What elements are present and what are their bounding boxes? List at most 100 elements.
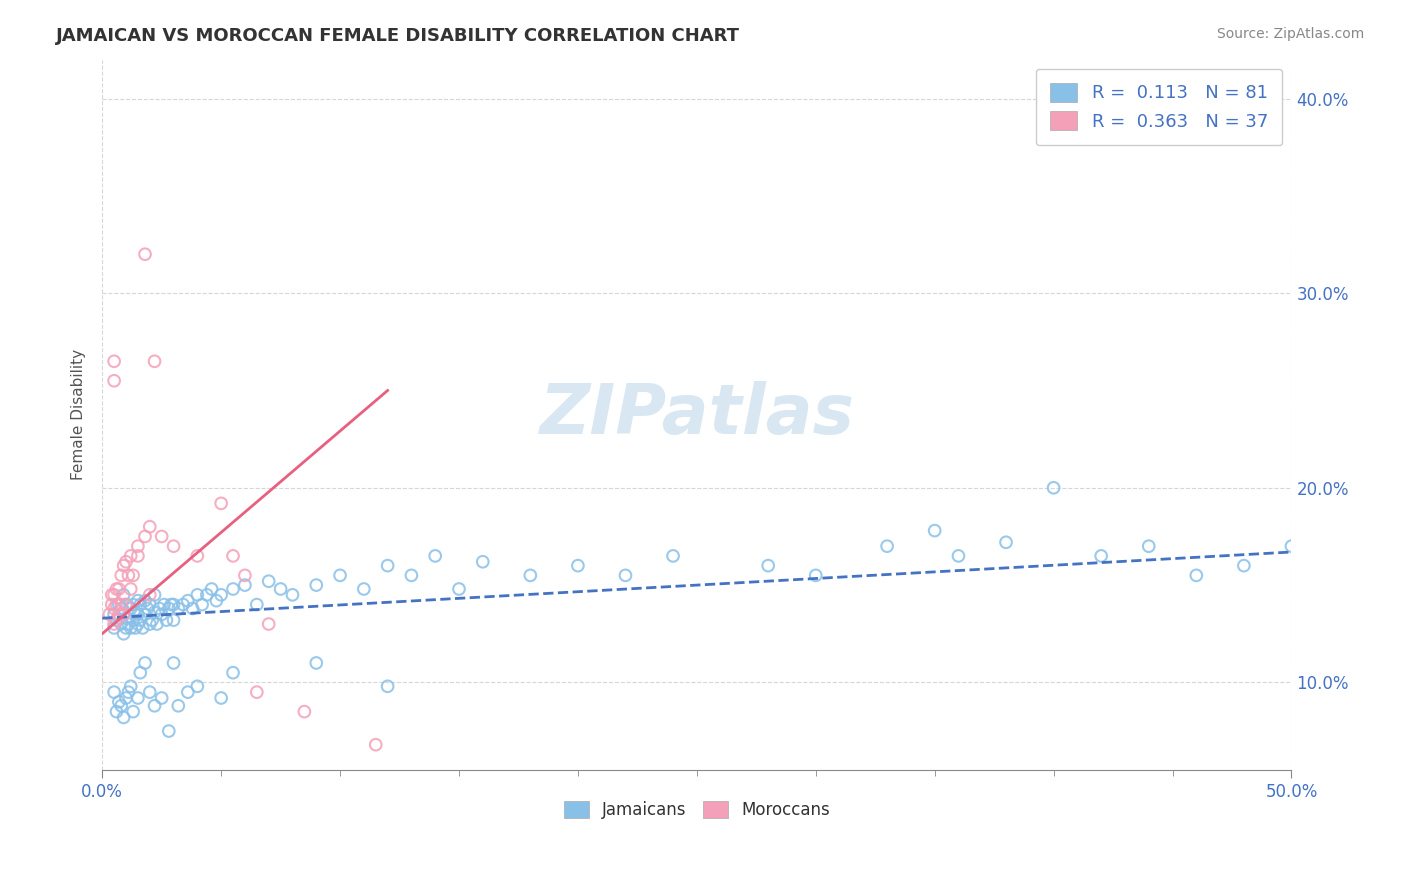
Point <box>120 621 142 635</box>
Point <box>117 617 139 632</box>
Point <box>167 601 190 615</box>
Point <box>141 613 163 627</box>
Point <box>270 582 292 596</box>
Point <box>103 617 125 632</box>
Point <box>209 690 232 705</box>
Point <box>108 598 131 612</box>
Point <box>377 558 399 573</box>
Point <box>139 519 162 533</box>
Point <box>129 665 152 680</box>
Point <box>205 593 228 607</box>
Point <box>257 617 280 632</box>
Point <box>1090 549 1112 563</box>
Point <box>120 582 142 596</box>
Point <box>292 705 315 719</box>
Point <box>143 605 166 619</box>
Point <box>115 598 138 612</box>
Point <box>120 549 142 563</box>
Point <box>112 588 135 602</box>
Point <box>246 598 269 612</box>
Point <box>425 549 447 563</box>
Point <box>948 549 970 563</box>
Point <box>162 598 184 612</box>
Point <box>115 611 138 625</box>
Point <box>1137 539 1160 553</box>
Point <box>209 588 232 602</box>
Point <box>127 593 149 607</box>
Point <box>222 582 245 596</box>
Point <box>614 568 637 582</box>
Point <box>108 582 131 596</box>
Point <box>105 582 128 596</box>
Point <box>139 588 162 602</box>
Point <box>105 613 128 627</box>
Point <box>924 524 946 538</box>
Point <box>122 568 145 582</box>
Point <box>177 685 200 699</box>
Point <box>209 496 232 510</box>
Point <box>353 582 375 596</box>
Point <box>167 698 190 713</box>
Point <box>110 598 132 612</box>
Point <box>995 535 1018 549</box>
Point <box>519 568 541 582</box>
Text: Source: ZipAtlas.com: Source: ZipAtlas.com <box>1216 27 1364 41</box>
Point <box>329 568 352 582</box>
Point <box>447 582 470 596</box>
Point <box>567 558 589 573</box>
Legend: Jamaicans, Moroccans: Jamaicans, Moroccans <box>557 794 837 826</box>
Point <box>105 705 128 719</box>
Point <box>103 374 125 388</box>
Point <box>112 626 135 640</box>
Point <box>146 617 169 632</box>
Point <box>246 685 269 699</box>
Point <box>122 598 145 612</box>
Point <box>103 685 125 699</box>
Point <box>181 601 204 615</box>
Point <box>127 539 149 553</box>
Point <box>233 578 256 592</box>
Point <box>112 607 135 622</box>
Point <box>127 617 149 632</box>
Point <box>186 679 208 693</box>
Point <box>1281 539 1303 553</box>
Point <box>134 529 156 543</box>
Point <box>143 354 166 368</box>
Point <box>127 607 149 622</box>
Point <box>127 690 149 705</box>
Point <box>139 685 162 699</box>
Point <box>153 598 176 612</box>
Point <box>120 601 142 615</box>
Point <box>150 529 173 543</box>
Point <box>143 588 166 602</box>
Point <box>136 601 159 615</box>
Point <box>134 593 156 607</box>
Y-axis label: Female Disability: Female Disability <box>72 350 86 481</box>
Point <box>127 549 149 563</box>
Point <box>155 613 177 627</box>
Text: JAMAICAN VS MOROCCAN FEMALE DISABILITY CORRELATION CHART: JAMAICAN VS MOROCCAN FEMALE DISABILITY C… <box>56 27 740 45</box>
Point <box>134 656 156 670</box>
Point <box>804 568 827 582</box>
Point <box>120 679 142 693</box>
Point <box>139 598 162 612</box>
Point <box>150 690 173 705</box>
Point <box>756 558 779 573</box>
Point <box>148 601 170 615</box>
Point <box>162 613 184 627</box>
Point <box>131 621 153 635</box>
Point <box>115 690 138 705</box>
Point <box>100 588 122 602</box>
Point <box>110 617 132 632</box>
Point <box>103 607 125 622</box>
Point <box>186 549 208 563</box>
Point <box>124 605 146 619</box>
Point <box>160 598 183 612</box>
Point <box>401 568 423 582</box>
Point <box>115 621 138 635</box>
Point <box>124 621 146 635</box>
Point <box>100 598 122 612</box>
Point <box>103 601 125 615</box>
Point <box>1042 481 1064 495</box>
Point <box>112 558 135 573</box>
